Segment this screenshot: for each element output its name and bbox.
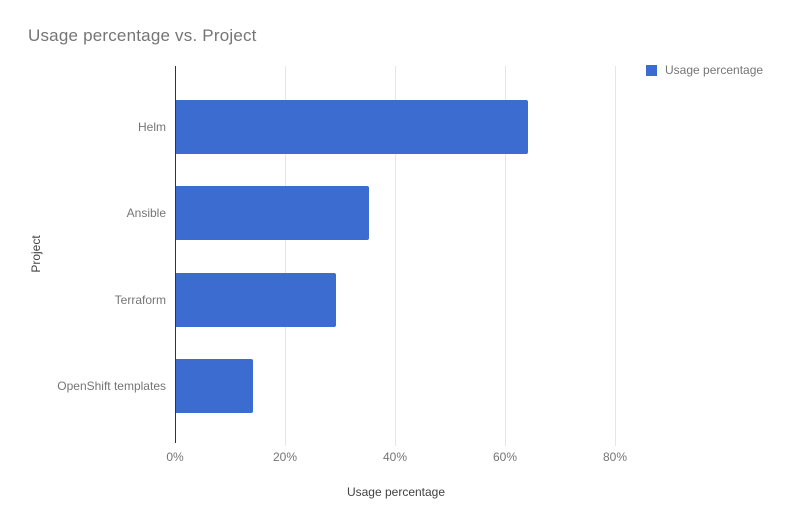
chart-title: Usage percentage vs. Project <box>28 26 257 45</box>
plot-area: Helm Ansible Terraform OpenShift templates <box>57 66 639 446</box>
x-tick-label: 80% <box>602 450 628 464</box>
x-tick-label: 60% <box>492 450 518 464</box>
legend-item[interactable]: Usage percentage <box>646 63 763 77</box>
category-label: Terraform <box>114 293 166 307</box>
gridline-60 <box>505 66 506 446</box>
gridline-20 <box>285 66 286 446</box>
x-tick-label: 0% <box>166 450 184 464</box>
x-tick-label: 20% <box>272 450 298 464</box>
bar-terraform[interactable] <box>176 273 336 327</box>
y-axis-title: Project <box>29 235 43 273</box>
gridline-80 <box>615 66 616 446</box>
bar-openshift-templates[interactable] <box>176 359 253 413</box>
category-label: Helm <box>137 120 166 134</box>
x-axis-title: Usage percentage <box>346 485 446 499</box>
legend-label: Usage percentage <box>665 63 764 77</box>
bar-ansible[interactable] <box>176 186 369 240</box>
bar-helm[interactable] <box>176 100 528 154</box>
gridline-40 <box>395 66 396 446</box>
category-label: Ansible <box>126 206 166 220</box>
category-label: OpenShift templates <box>57 379 166 393</box>
legend-color-swatch <box>646 64 657 76</box>
x-tick-label: 40% <box>382 450 408 464</box>
